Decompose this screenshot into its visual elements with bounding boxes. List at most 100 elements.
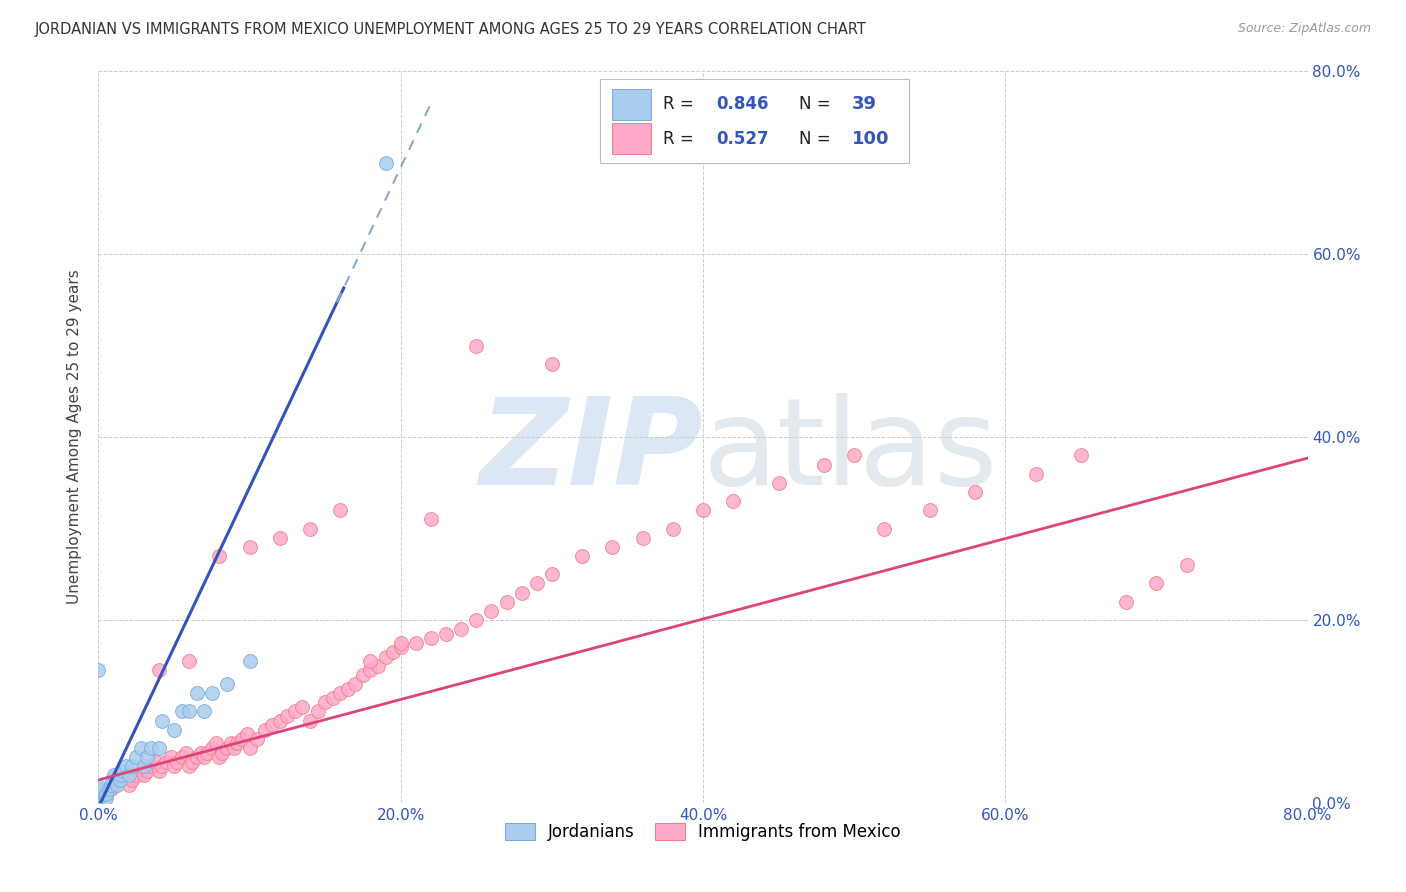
Point — [211, 746, 233, 760]
Point — [873, 521, 896, 535]
Y-axis label: Unemployment Among Ages 25 to 29 years: Unemployment Among Ages 25 to 29 years — [67, 269, 83, 605]
Point — [253, 723, 276, 737]
Point — [118, 768, 141, 782]
Text: R =: R = — [664, 129, 699, 148]
Point — [434, 626, 457, 640]
Point — [692, 503, 714, 517]
Point — [231, 731, 253, 746]
Point — [571, 549, 593, 563]
Point — [1175, 558, 1198, 573]
Point — [602, 540, 624, 554]
Point — [121, 772, 143, 787]
Point — [170, 705, 193, 719]
Point — [389, 636, 412, 650]
Text: atlas: atlas — [703, 393, 998, 510]
Point — [111, 764, 134, 778]
Point — [918, 503, 941, 517]
Point — [110, 768, 132, 782]
Point — [495, 594, 517, 608]
Point — [215, 740, 238, 755]
Point — [163, 723, 186, 737]
Point — [844, 448, 866, 462]
Point — [141, 759, 163, 773]
Point — [661, 521, 683, 535]
Point — [374, 649, 396, 664]
Point — [284, 705, 307, 719]
Point — [299, 714, 322, 728]
Point — [465, 338, 488, 352]
Point — [208, 549, 231, 563]
Point — [125, 768, 148, 782]
Point — [235, 727, 257, 741]
Point — [87, 787, 110, 801]
Point — [100, 782, 122, 797]
Point — [118, 778, 141, 792]
Point — [224, 740, 246, 755]
Point — [201, 686, 224, 700]
Point — [1070, 448, 1092, 462]
Point — [141, 740, 163, 755]
FancyBboxPatch shape — [613, 89, 651, 120]
Text: 100: 100 — [852, 129, 889, 148]
Point — [105, 778, 128, 792]
Point — [186, 750, 208, 764]
Point — [193, 750, 215, 764]
Point — [291, 699, 314, 714]
Point — [94, 787, 117, 801]
Point — [179, 759, 201, 773]
Point — [87, 791, 110, 805]
Point — [307, 705, 329, 719]
Point — [336, 681, 359, 696]
Point — [481, 604, 503, 618]
Point — [314, 695, 336, 709]
Point — [87, 796, 110, 810]
Point — [148, 764, 170, 778]
Point — [374, 156, 396, 170]
Point — [631, 531, 654, 545]
Point — [87, 796, 110, 810]
Point — [105, 772, 128, 787]
Point — [135, 750, 157, 764]
Point — [195, 746, 218, 760]
Point — [166, 755, 188, 769]
Text: 0.846: 0.846 — [716, 95, 769, 113]
Point — [221, 736, 243, 750]
Point — [186, 686, 208, 700]
Point — [179, 705, 201, 719]
Text: N =: N = — [799, 95, 835, 113]
Point — [269, 531, 291, 545]
Point — [329, 686, 352, 700]
Point — [510, 585, 533, 599]
Point — [540, 567, 562, 582]
Point — [94, 791, 117, 805]
Point — [87, 782, 110, 797]
Point — [132, 768, 155, 782]
Point — [103, 778, 125, 792]
Point — [322, 690, 344, 705]
Point — [129, 764, 152, 778]
Point — [170, 750, 193, 764]
Point — [215, 677, 238, 691]
Point — [108, 772, 131, 787]
Point — [965, 485, 987, 500]
Point — [94, 787, 117, 801]
Point — [174, 746, 197, 760]
Point — [389, 640, 412, 655]
Point — [103, 768, 125, 782]
Point — [1144, 576, 1167, 591]
Point — [114, 759, 136, 773]
Point — [405, 636, 427, 650]
Point — [329, 503, 352, 517]
Point — [87, 663, 110, 677]
Point — [276, 709, 298, 723]
Point — [121, 759, 143, 773]
Point — [344, 677, 367, 691]
Point — [87, 789, 110, 803]
Point — [246, 731, 269, 746]
Point — [420, 512, 443, 526]
Point — [465, 613, 488, 627]
Point — [208, 750, 231, 764]
Point — [150, 714, 173, 728]
Point — [125, 750, 148, 764]
Point — [226, 736, 249, 750]
